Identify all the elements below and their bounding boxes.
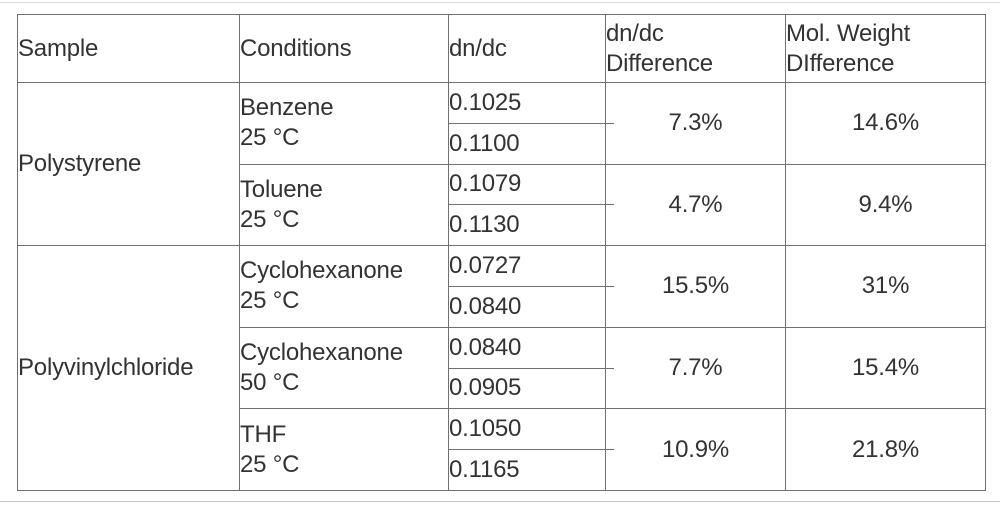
header-line: Mol. Weight <box>786 19 911 47</box>
table-row: Polyvinylchloride Cyclohexanone 25 °C 0.… <box>17 245 986 491</box>
conditions-cell: Cyclohexanone 25 °C <box>239 245 449 328</box>
temperature-label: 25 °C <box>240 287 300 315</box>
header-sample: Sample <box>17 14 240 83</box>
temperature-label: 25 °C <box>240 205 300 233</box>
dndc-value-cell: 0.1025 <box>448 82 615 125</box>
mol-weight-difference-cell: 15.4% <box>785 326 986 410</box>
header-line: DIfference <box>786 49 895 77</box>
dndc-comparison-table: Sample Conditions dn/dc dn/dc Difference… <box>17 14 986 491</box>
temperature-label: 25 °C <box>240 124 300 152</box>
solvent-label: Benzene <box>240 94 334 122</box>
dndc-difference-cell: 4.7% <box>605 163 786 247</box>
table-row: 0.0840 <box>18 285 986 328</box>
header-dndc: dn/dc <box>448 14 606 83</box>
table-row: 0.0905 <box>18 367 986 410</box>
dndc-value-cell: 0.0905 <box>448 367 606 410</box>
dndc-value-cell: 0.0727 <box>448 245 615 288</box>
solvent-label: Toluene <box>240 175 323 203</box>
dndc-value-cell: 0.1165 <box>448 449 606 491</box>
sample-cell: Polystyrene <box>17 81 240 247</box>
mol-weight-difference-cell: 21.8% <box>785 408 986 491</box>
mol-weight-difference-cell: 9.4% <box>785 163 986 247</box>
header-line: dn/dc <box>606 19 664 47</box>
solvent-label: THF <box>240 420 287 448</box>
header-mol-weight-difference: Mol. Weight DIfference <box>785 14 986 83</box>
dndc-difference-cell: 7.7% <box>605 326 786 410</box>
dndc-value-cell: 0.1100 <box>448 122 606 165</box>
header-line: Difference <box>606 49 713 77</box>
mol-weight-difference-cell: 14.6% <box>785 82 986 165</box>
solvent-label: Cyclohexanone <box>240 339 403 367</box>
table-row: 0.1165 <box>18 449 986 491</box>
dndc-value-cell: 0.0840 <box>448 326 615 369</box>
dndc-value-cell: 0.0840 <box>448 285 606 328</box>
conditions-cell: Cyclohexanone 50 °C <box>239 326 449 410</box>
dndc-value-cell: 0.1079 <box>448 163 615 206</box>
sample-cell: Polyvinylchloride <box>17 245 240 491</box>
dndc-difference-cell: 15.5% <box>605 245 786 328</box>
header-dndc-difference: dn/dc Difference <box>605 14 786 83</box>
dndc-value-cell: 0.1130 <box>448 204 606 247</box>
table-row: Polystyrene Benzene 25 °C 0.1025 7.3% 14… <box>17 81 986 247</box>
header-row: Sample Conditions dn/dc dn/dc Difference… <box>17 14 986 83</box>
conditions-cell: Toluene 25 °C <box>239 163 449 247</box>
conditions-cell: Benzene 25 °C <box>239 82 449 165</box>
dndc-difference-cell: 10.9% <box>605 408 786 491</box>
header-conditions: Conditions <box>239 14 449 83</box>
bottom-crop-hairline <box>0 501 1000 502</box>
temperature-label: 50 °C <box>240 369 300 397</box>
dndc-difference-cell: 7.3% <box>605 82 786 165</box>
table-row: 0.1130 <box>18 204 986 247</box>
top-crop-hairline <box>0 2 1000 3</box>
mol-weight-difference-cell: 31% <box>785 245 986 328</box>
dndc-value-cell: 0.1050 <box>448 408 615 451</box>
temperature-label: 25 °C <box>240 450 300 478</box>
solvent-label: Cyclohexanone <box>240 257 403 285</box>
conditions-cell: THF 25 °C <box>239 408 449 491</box>
table-row: Cyclohexanone 50 °C 0.0840 7.7% 15.4% <box>18 326 986 410</box>
table-row: THF 25 °C 0.1050 10.9% 21.8% <box>18 408 986 491</box>
table-row: Toluene 25 °C 0.1079 4.7% 9.4% <box>18 163 986 247</box>
table-row: 0.1100 <box>18 122 986 165</box>
